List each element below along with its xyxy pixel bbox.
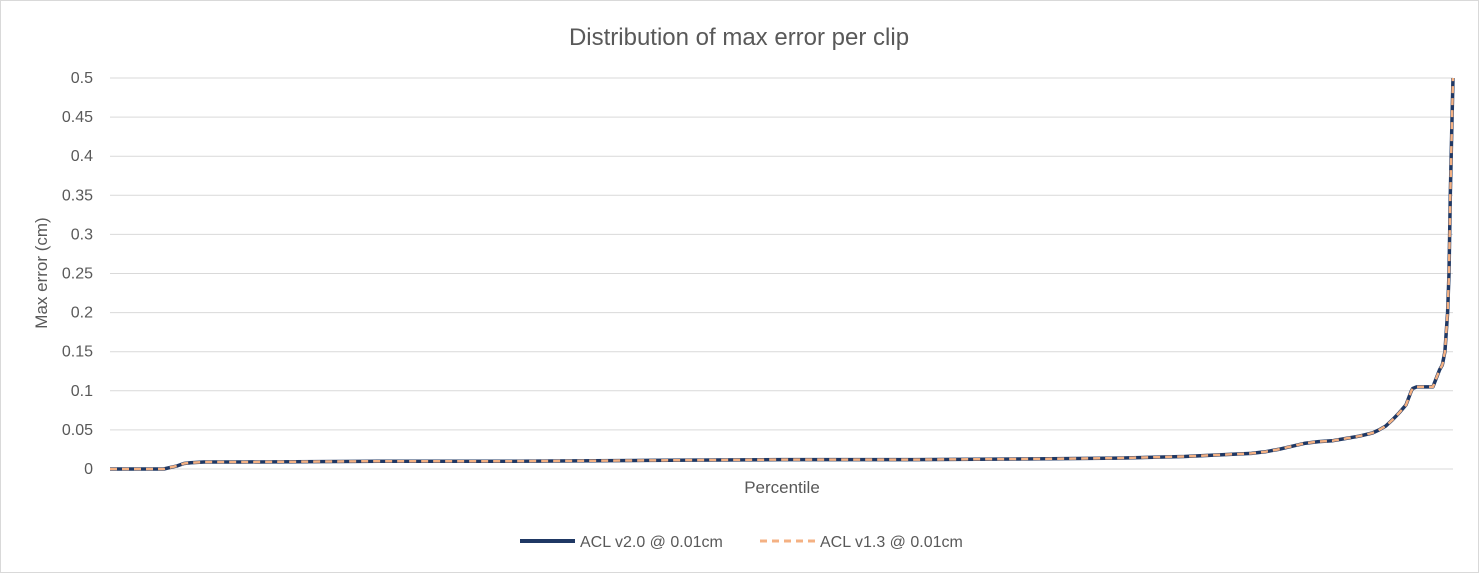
y-axis-title: Max error (cm) [32,217,51,328]
y-tick-labels: 0 0.05 0.1 0.15 0.2 0.25 0.3 0.35 0.4 0.45 0.5 [62,70,93,478]
x-axis-title: Percentile [744,478,820,497]
chart-title: Distribution of max error per clip [569,24,909,51]
y-tick-label: 0.45 [62,109,93,126]
legend-label-1: ACL v2.0 @ 0.01cm [580,534,723,551]
series-lines [110,77,1455,471]
y-tick-label: 0.4 [71,148,93,165]
y-tick-label: 0.3 [71,226,93,243]
y-tick-label: 0.15 [62,344,93,361]
y-tick-label: 0.35 [62,187,93,204]
y-tick-label: 0 [84,461,93,478]
series-line-2 [110,77,1455,471]
y-tick-label: 0.1 [71,383,93,400]
y-tick-label: 0.05 [62,422,93,439]
legend: ACL v2.0 @ 0.01cm ACL v1.3 @ 0.01cm [520,534,963,551]
legend-label-2: ACL v1.3 @ 0.01cm [820,534,963,551]
y-tick-label: 0.25 [62,266,93,283]
y-tick-label: 0.5 [71,70,93,87]
gridlines [110,77,1453,470]
y-tick-label: 0.2 [71,305,93,322]
